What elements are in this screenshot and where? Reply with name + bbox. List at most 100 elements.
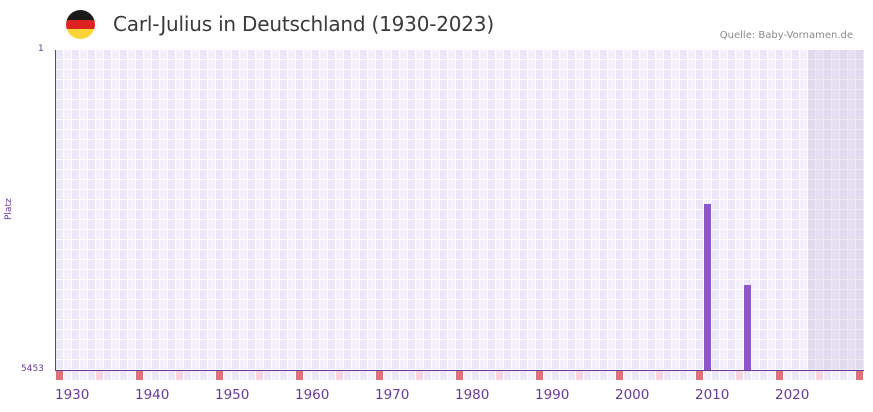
year-marker <box>696 371 703 380</box>
year-marker <box>688 371 695 380</box>
y-axis-title: Platz <box>4 198 14 220</box>
year-marker <box>224 371 231 380</box>
year-marker <box>184 371 191 380</box>
year-marker <box>120 371 127 380</box>
year-marker <box>232 371 239 380</box>
year-marker <box>736 371 743 380</box>
year-marker <box>168 371 175 380</box>
year-marker <box>88 371 95 380</box>
bar-2016[interactable] <box>744 284 751 370</box>
bar-2011[interactable] <box>704 203 711 370</box>
year-marker <box>336 371 343 380</box>
year-marker <box>192 371 199 380</box>
year-marker <box>424 371 431 380</box>
y-tick-top: 1 <box>38 44 44 54</box>
year-marker <box>608 371 615 380</box>
year-marker <box>744 371 751 380</box>
year-marker <box>488 371 495 380</box>
year-marker <box>528 371 535 380</box>
year-marker <box>72 371 79 380</box>
year-marker <box>128 371 135 380</box>
year-marker <box>440 371 447 380</box>
year-marker <box>480 371 487 380</box>
chart-title: Carl-Julius in Deutschland (1930-2023) <box>113 12 494 36</box>
year-marker <box>712 371 719 380</box>
x-tick-label: 1980 <box>455 387 490 403</box>
year-marker <box>400 371 407 380</box>
year-marker <box>648 371 655 380</box>
year-marker <box>568 371 575 380</box>
year-marker <box>56 371 63 380</box>
year-marker <box>680 371 687 380</box>
year-marker <box>384 371 391 380</box>
x-tick-label: 1960 <box>295 387 330 403</box>
year-marker <box>800 371 807 380</box>
year-marker <box>592 371 599 380</box>
year-marker <box>656 371 663 380</box>
year-marker <box>80 371 87 380</box>
year-marker <box>512 371 519 380</box>
year-marker <box>808 371 815 380</box>
year-marker <box>408 371 415 380</box>
year-marker <box>616 371 623 380</box>
year-marker <box>672 371 679 380</box>
year-marker <box>792 371 799 380</box>
year-marker <box>848 371 855 380</box>
year-marker <box>264 371 271 380</box>
year-marker <box>272 371 279 380</box>
year-marker <box>240 371 247 380</box>
year-marker <box>832 371 839 380</box>
x-axis-line <box>55 370 864 371</box>
year-marker <box>728 371 735 380</box>
year-marker <box>760 371 767 380</box>
year-marker <box>544 371 551 380</box>
year-marker <box>288 371 295 380</box>
year-marker <box>352 371 359 380</box>
year-marker <box>632 371 639 380</box>
x-tick-label: 2020 <box>775 387 810 403</box>
year-marker <box>704 371 711 380</box>
year-marker <box>208 371 215 380</box>
year-marker <box>768 371 775 380</box>
year-marker <box>96 371 103 380</box>
year-marker <box>368 371 375 380</box>
source-label: Quelle: Baby-Vornamen.de <box>719 30 853 41</box>
year-marker <box>816 371 823 380</box>
year-marker <box>752 371 759 380</box>
year-marker <box>456 371 463 380</box>
year-marker <box>776 371 783 380</box>
year-marker <box>448 371 455 380</box>
year-marker <box>432 371 439 380</box>
year-marker <box>824 371 831 380</box>
grid <box>56 50 864 370</box>
germany-flag-icon <box>66 10 95 39</box>
year-marker <box>496 371 503 380</box>
year-markers <box>56 371 864 380</box>
year-marker <box>584 371 591 380</box>
plot-area <box>56 50 864 370</box>
year-marker <box>720 371 727 380</box>
year-marker <box>624 371 631 380</box>
year-marker <box>344 371 351 380</box>
year-marker <box>296 371 303 380</box>
year-marker <box>176 371 183 380</box>
year-marker <box>152 371 159 380</box>
year-marker <box>856 371 863 380</box>
year-marker <box>840 371 847 380</box>
year-marker <box>416 371 423 380</box>
year-marker <box>392 371 399 380</box>
year-marker <box>256 371 263 380</box>
x-tick-label: 1950 <box>215 387 250 403</box>
year-marker <box>784 371 791 380</box>
year-marker <box>136 371 143 380</box>
year-marker <box>248 371 255 380</box>
year-marker <box>360 371 367 380</box>
future-years-shade <box>808 50 864 370</box>
year-marker <box>536 371 543 380</box>
year-marker <box>320 371 327 380</box>
year-marker <box>520 371 527 380</box>
y-axis-line <box>55 50 56 371</box>
year-marker <box>376 371 383 380</box>
year-marker <box>472 371 479 380</box>
year-marker <box>504 371 511 380</box>
